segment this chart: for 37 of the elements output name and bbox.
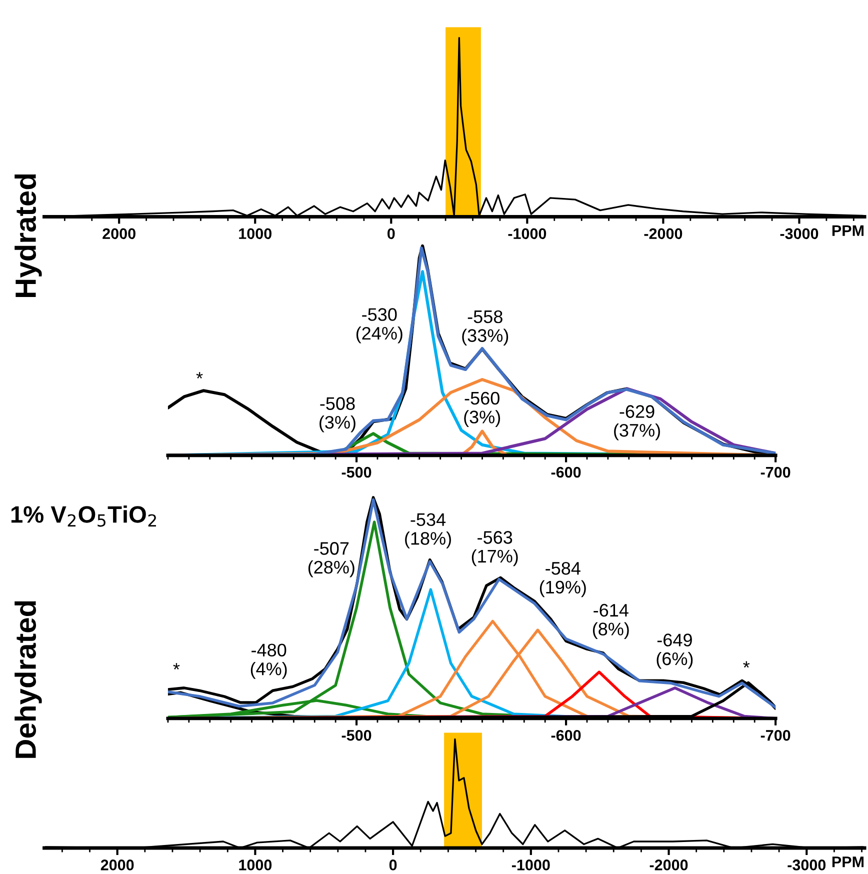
x-tick-label: -3000	[780, 228, 818, 240]
annotation: *	[743, 661, 750, 668]
y-axis-title: Hydrated	[14, 174, 42, 297]
annotation: -584 (19%)	[540, 562, 586, 598]
annotation: -560 (3%)	[464, 392, 500, 427]
x-tick-label: -600	[551, 466, 581, 478]
x-tick-label: -700	[760, 730, 790, 741]
annotation: -508 (3%)	[320, 397, 356, 432]
annotation: *	[173, 663, 180, 670]
x-tick-label: -500	[342, 466, 372, 478]
x-tick-label: 0	[388, 228, 395, 240]
annotation: -558 (33%)	[462, 310, 508, 346]
annotation: -530 (24%)	[356, 308, 402, 344]
x-tick-label: 1000	[239, 228, 272, 240]
x-tick-label: -1000	[508, 228, 546, 240]
x-tick-label: -2000	[650, 860, 688, 870]
x-tick-label: -1000	[512, 860, 550, 870]
annotation: -649 (6%)	[656, 634, 693, 669]
annotation: -563 (17%)	[472, 531, 518, 566]
x-tick-label: 2000	[100, 860, 134, 870]
annotation: -507 (28%)	[308, 542, 354, 578]
y-axis-title: Dehydrated	[14, 601, 42, 758]
chart-title: 1% V$_{2}$O$_{5}$TiO$_{2}$	[11, 505, 156, 527]
x-tick-label: 1000	[239, 860, 272, 870]
x-axis-title: PPM	[832, 225, 864, 236]
x-tick-label: -600	[551, 730, 581, 741]
x-tick-label: -2000	[644, 228, 682, 240]
x-tick-label: -500	[342, 730, 372, 741]
x-tick-label: 0	[389, 860, 397, 870]
annotation: *	[196, 372, 203, 378]
x-tick-label: 2000	[102, 228, 136, 240]
annotation: -614 (8%)	[592, 604, 629, 640]
annotation: -534 (18%)	[405, 513, 451, 548]
x-tick-label: -3000	[788, 860, 826, 870]
annotation: -480 (4%)	[250, 644, 287, 679]
x-axis-title: PPM	[832, 856, 864, 868]
x-tick-label: -700	[760, 466, 790, 478]
